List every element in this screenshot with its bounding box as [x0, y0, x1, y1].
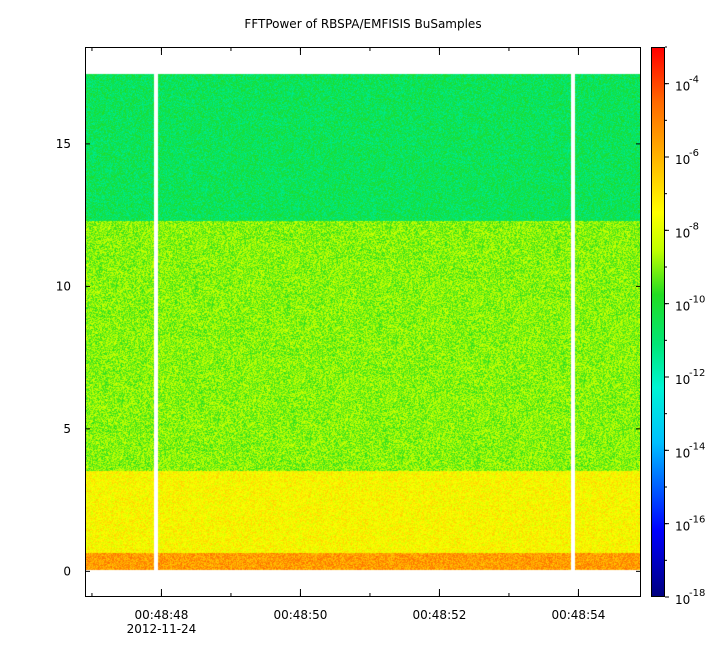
- chart-title: FFTPower of RBSPA/EMFISIS BuSamples: [244, 17, 482, 31]
- colorbar-tick-label: 10: [675, 153, 690, 167]
- colorbar-tick-exponent: -14: [689, 441, 705, 452]
- spectrogram-image: [86, 48, 640, 596]
- y-tick-label: 5: [63, 422, 71, 436]
- colorbar-tick-exponent: -4: [689, 75, 699, 86]
- colorbar-tick-exponent: -18: [689, 588, 705, 599]
- x-date-label: 2012-11-24: [127, 622, 197, 636]
- colorbar-tick-exponent: -6: [689, 148, 699, 159]
- y-tick-label: 10: [56, 279, 71, 293]
- x-tick-label: 00:48:48: [134, 608, 188, 622]
- colorbar-tick-label: 10: [675, 446, 690, 460]
- colorbar-tick-exponent: -16: [689, 515, 705, 526]
- colorbar-tick-label: 10: [675, 80, 690, 94]
- plot-area[interactable]: [85, 47, 641, 597]
- colorbar-tick-exponent: -8: [689, 221, 699, 232]
- x-tick-label: 00:48:52: [412, 608, 466, 622]
- x-tick-label: 00:48:50: [273, 608, 327, 622]
- colorbar-tick-label: 10: [675, 373, 690, 387]
- colorbar-tick-label: 10: [675, 300, 690, 314]
- colorbar-tick-label: 10: [675, 520, 690, 534]
- colorbar-tick-exponent: -12: [689, 368, 705, 379]
- y-tick-label: 15: [56, 137, 71, 151]
- colorbar-tick-label: 10: [675, 593, 690, 607]
- colorbar: [651, 47, 665, 597]
- y-tick-label: 0: [63, 564, 71, 578]
- x-tick-label: 00:48:54: [551, 608, 605, 622]
- colorbar-tick-label: 10: [675, 226, 690, 240]
- colorbar-tick-exponent: -10: [689, 295, 705, 306]
